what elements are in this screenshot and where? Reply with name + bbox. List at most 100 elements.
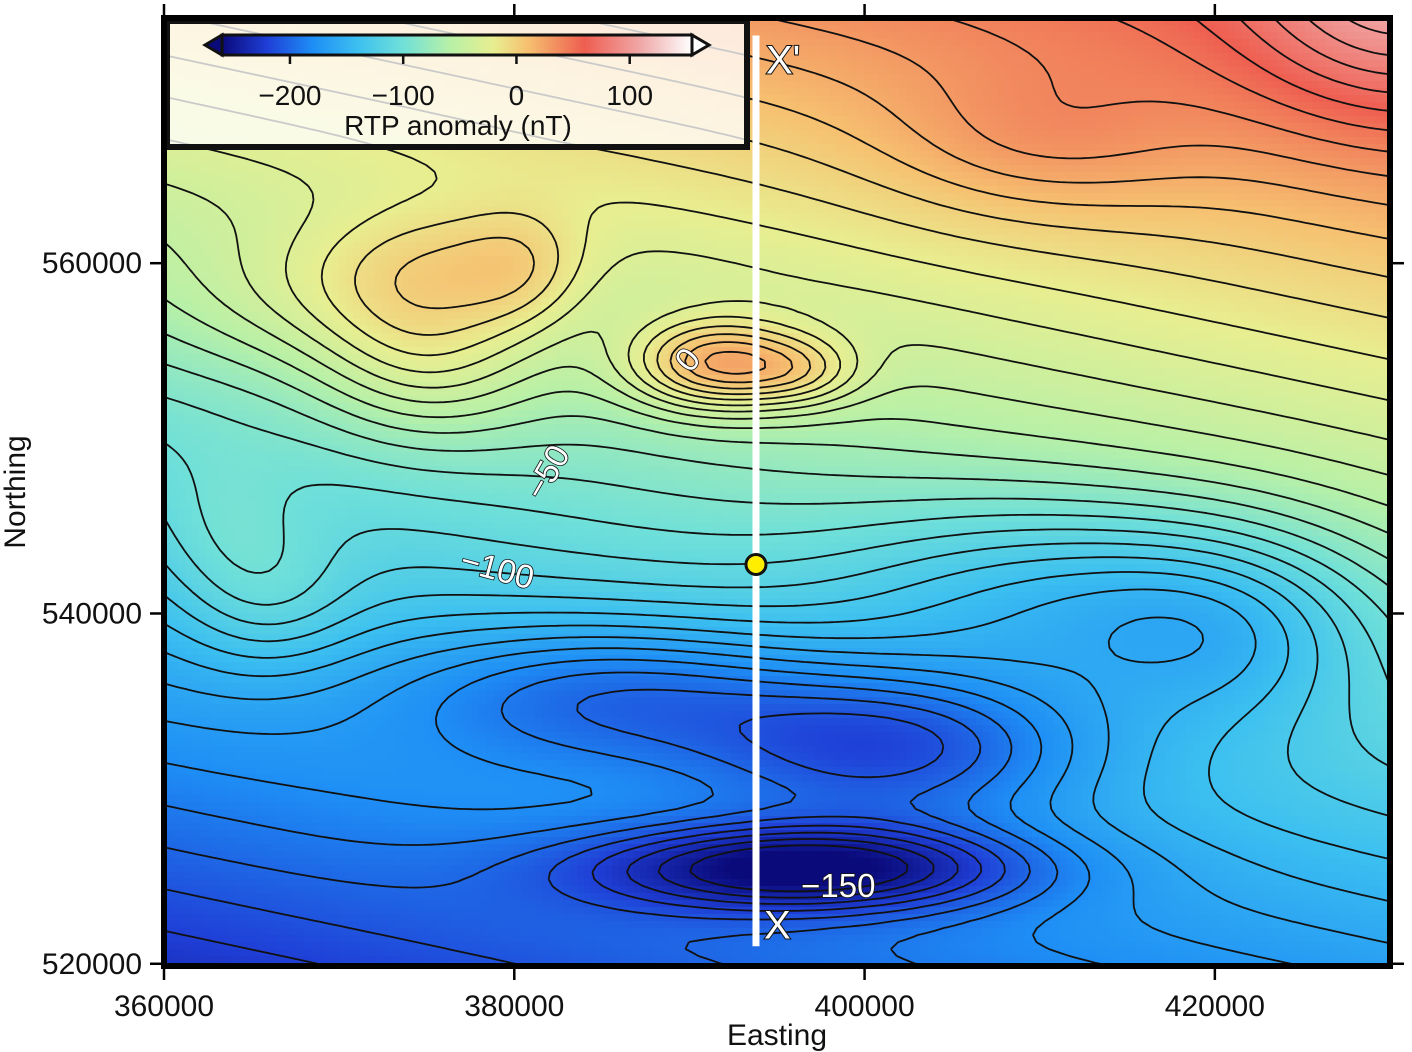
field-cell	[962, 151, 970, 159]
field-cell	[1032, 74, 1040, 82]
field-cell	[906, 116, 914, 124]
field-cell	[325, 172, 333, 180]
field-cell	[766, 39, 774, 47]
field-cell	[1382, 60, 1390, 68]
field-cell	[1095, 46, 1103, 54]
field-cell	[976, 95, 984, 103]
field-cell	[1284, 53, 1292, 61]
field-cell	[780, 116, 788, 124]
field-cell	[1172, 165, 1180, 173]
field-cell	[948, 25, 956, 33]
field-cell	[920, 53, 928, 61]
field-cell	[1347, 53, 1355, 61]
field-cell	[906, 109, 914, 117]
field-cell	[304, 165, 312, 173]
field-cell	[1333, 81, 1341, 89]
field-cell	[1053, 172, 1061, 180]
field-cell	[976, 200, 984, 208]
field-cell	[1354, 186, 1362, 194]
field-cell	[906, 81, 914, 89]
field-cell	[640, 172, 648, 180]
field-cell	[682, 179, 690, 187]
field-cell	[1193, 53, 1201, 61]
field-cell	[647, 193, 655, 201]
field-cell	[451, 158, 459, 166]
field-cell	[1284, 74, 1292, 82]
field-cell	[353, 158, 361, 166]
field-cell	[948, 53, 956, 61]
field-cell	[591, 172, 599, 180]
field-cell	[1298, 46, 1306, 54]
field-cell	[871, 116, 879, 124]
field-cell	[738, 200, 746, 208]
field-cell	[1095, 60, 1103, 68]
field-cell	[1361, 207, 1369, 215]
field-cell	[864, 123, 872, 131]
field-cell	[808, 102, 816, 110]
field-cell	[220, 158, 228, 166]
field-cell	[591, 193, 599, 201]
field-cell	[185, 172, 193, 180]
field-cell	[591, 186, 599, 194]
field-cell	[794, 102, 802, 110]
field-cell	[1263, 81, 1271, 89]
field-cell	[1186, 123, 1194, 131]
field-cell	[843, 123, 851, 131]
field-cell	[766, 151, 774, 159]
field-cell	[836, 186, 844, 194]
field-cell	[1291, 53, 1299, 61]
field-cell	[1305, 151, 1313, 159]
field-cell	[871, 74, 879, 82]
field-cell	[885, 88, 893, 96]
field-cell	[1347, 95, 1355, 103]
field-cell	[1004, 95, 1012, 103]
field-cell	[514, 200, 522, 208]
field-cell	[1200, 109, 1208, 117]
field-cell	[269, 186, 277, 194]
field-cell	[290, 165, 298, 173]
field-cell	[1284, 67, 1292, 75]
field-cell	[654, 207, 662, 215]
field-cell	[773, 109, 781, 117]
field-cell	[1032, 60, 1040, 68]
field-cell	[843, 186, 851, 194]
field-cell	[717, 151, 725, 159]
field-cell	[766, 46, 774, 54]
field-cell	[1060, 88, 1068, 96]
field-cell	[1326, 53, 1334, 61]
field-cell	[1193, 165, 1201, 173]
field-cell	[1165, 116, 1173, 124]
field-cell	[1333, 144, 1341, 152]
field-cell	[269, 172, 277, 180]
field-cell	[1039, 88, 1047, 96]
field-cell	[836, 193, 844, 201]
field-cell	[1130, 74, 1138, 82]
field-cell	[850, 32, 858, 40]
field-cell	[1228, 123, 1236, 131]
field-cell	[822, 102, 830, 110]
field-cell	[962, 32, 970, 40]
field-cell	[1067, 193, 1075, 201]
field-cell	[584, 151, 592, 159]
field-cell	[990, 67, 998, 75]
field-cell	[913, 46, 921, 54]
field-cell	[409, 172, 417, 180]
field-cell	[1144, 88, 1152, 96]
field-cell	[934, 74, 942, 82]
field-cell	[1011, 207, 1019, 215]
field-cell	[1165, 88, 1173, 96]
field-cell	[1221, 25, 1229, 33]
field-cell	[248, 172, 256, 180]
field-cell	[192, 186, 200, 194]
field-cell	[360, 179, 368, 187]
field-cell	[836, 207, 844, 215]
field-cell	[1214, 67, 1222, 75]
field-cell	[1214, 39, 1222, 47]
field-cell	[1382, 116, 1390, 124]
field-cell	[346, 151, 354, 159]
field-cell	[591, 158, 599, 166]
field-cell	[1312, 123, 1320, 131]
field-cell	[1102, 74, 1110, 82]
field-cell	[1235, 53, 1243, 61]
field-cell	[976, 32, 984, 40]
